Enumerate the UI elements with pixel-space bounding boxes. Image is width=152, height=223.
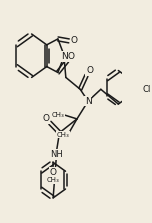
Text: O: O: [42, 114, 49, 123]
Text: N: N: [61, 52, 68, 61]
Text: O: O: [68, 52, 75, 61]
Text: O: O: [50, 168, 57, 177]
Text: CH₃: CH₃: [56, 132, 69, 138]
Text: Cl: Cl: [143, 85, 151, 94]
Text: NH: NH: [50, 150, 63, 159]
Text: O: O: [70, 36, 77, 45]
Text: CH₃: CH₃: [52, 112, 64, 118]
Text: O: O: [86, 66, 93, 75]
Text: N: N: [85, 97, 92, 106]
Text: CH₃: CH₃: [47, 177, 59, 183]
